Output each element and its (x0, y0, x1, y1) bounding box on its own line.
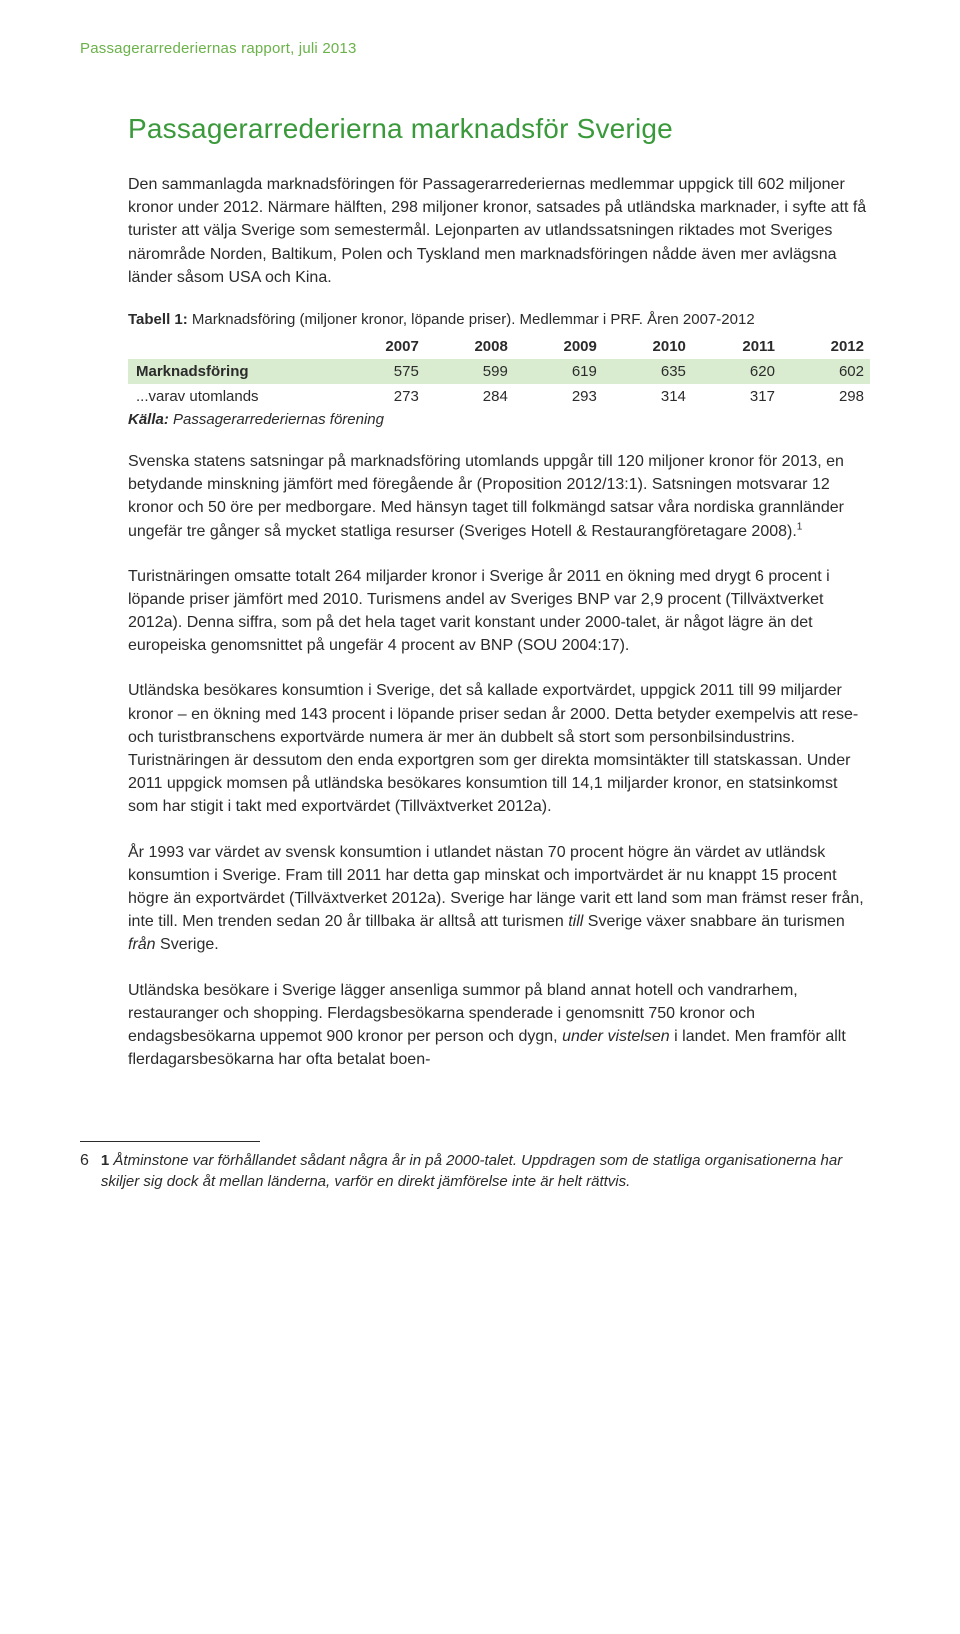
body-paragraph: Turistnäringen omsatte totalt 264 miljar… (128, 565, 870, 658)
table-cell: 620 (692, 359, 781, 384)
table-cell: 314 (603, 384, 692, 409)
page-title: Passagerarrederierna marknadsför Sverige (128, 113, 870, 145)
footnote: 1 Åtminstone var förhållandet sådant någ… (101, 1150, 870, 1192)
table-header-cell: 2011 (692, 334, 781, 359)
table-header-cell: 2012 (781, 334, 870, 359)
marketing-table: 2007 2008 2009 2010 2011 2012 Marknadsfö… (128, 334, 870, 409)
table-source: Källa: Passagerarrederiernas förening (128, 411, 870, 428)
page: Passagerarrederiernas rapport, juli 2013… (0, 0, 960, 1232)
table-header-cell: 2008 (425, 334, 514, 359)
body-paragraph: Svenska statens satsningar på marknadsfö… (128, 450, 870, 543)
content-column: Passagerarrederierna marknadsför Sverige… (128, 113, 870, 1071)
paragraph-text: Svenska statens satsningar på marknadsfö… (128, 453, 844, 540)
table-row: Marknadsföring 575 599 619 635 620 602 (128, 359, 870, 384)
table-row: ...varav utomlands 273 284 293 314 317 2… (128, 384, 870, 409)
table-header-cell: 2009 (514, 334, 603, 359)
footnote-text: Åtminstone var förhållandet sådant några… (101, 1152, 842, 1190)
table-cell: 575 (336, 359, 425, 384)
table-cell: 293 (514, 384, 603, 409)
table-caption-label: Tabell 1: (128, 311, 188, 328)
footnote-separator (80, 1141, 260, 1142)
table-cell: 273 (336, 384, 425, 409)
paragraph-text: Sverige växer snabbare än turismen (583, 913, 844, 930)
table-cell: 635 (603, 359, 692, 384)
table-header-cell (128, 334, 336, 359)
footer-row: 6 1 Åtminstone var förhållandet sådant n… (80, 1150, 870, 1192)
table-cell: 317 (692, 384, 781, 409)
table-header-row: 2007 2008 2009 2010 2011 2012 (128, 334, 870, 359)
footnote-ref: 1 (797, 521, 803, 532)
table-cell: 619 (514, 359, 603, 384)
body-paragraph: Utländska besökares konsumtion i Sverige… (128, 679, 870, 818)
italic-phrase: under vistelsen (562, 1028, 670, 1045)
table-cell: 284 (425, 384, 514, 409)
footnote-marker: 1 (101, 1152, 109, 1169)
table-cell: 599 (425, 359, 514, 384)
table-cell: 298 (781, 384, 870, 409)
intro-paragraph: Den sammanlagda marknadsföringen för Pas… (128, 173, 870, 289)
table-caption: Tabell 1: Marknadsföring (miljoner krono… (128, 311, 870, 328)
table-header-cell: 2010 (603, 334, 692, 359)
body-paragraph: År 1993 var värdet av svensk konsumtion … (128, 841, 870, 957)
page-number: 6 (80, 1152, 89, 1170)
table-header-cell: 2007 (336, 334, 425, 359)
body-paragraph: Utländska besökare i Sverige lägger anse… (128, 979, 870, 1072)
report-header: Passagerarrederiernas rapport, juli 2013 (80, 40, 870, 57)
source-label: Källa: (128, 411, 169, 428)
table-caption-text: Marknadsföring (miljoner kronor, löpande… (188, 311, 755, 328)
italic-word: från (128, 936, 156, 953)
paragraph-text: Sverige. (156, 936, 219, 953)
source-text: Passagerarrederiernas förening (169, 411, 384, 428)
table-cell: 602 (781, 359, 870, 384)
table-cell: ...varav utomlands (128, 384, 336, 409)
italic-word: till (568, 913, 583, 930)
table-cell: Marknadsföring (128, 359, 336, 384)
